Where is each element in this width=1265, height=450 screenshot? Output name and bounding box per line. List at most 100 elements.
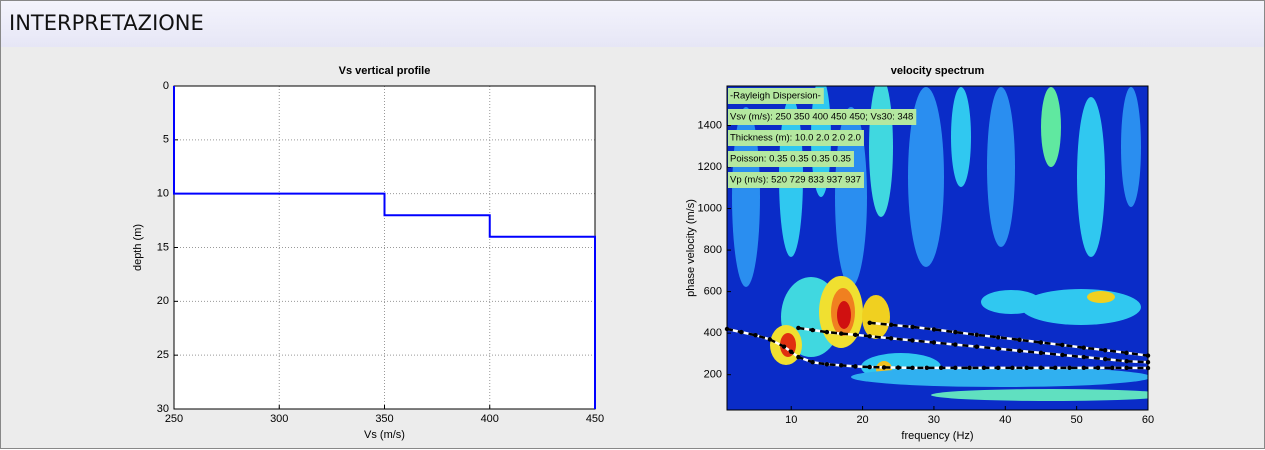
y-tick-label: 200 [704,369,722,381]
annotation-bg [728,88,824,104]
x-axis-label: Vs (m/s) [364,429,405,441]
y-tick-label: 1400 [698,119,722,131]
picked-point [1067,365,1072,371]
y-tick-label: 600 [704,286,722,298]
picked-point [1024,365,1029,371]
picked-point [810,360,815,365]
picked-point [953,329,958,335]
picked-point [931,340,937,345]
picked-point [1053,365,1058,371]
picked-point [938,365,944,371]
x-tick-label: 350 [375,413,393,425]
y-tick-label: 1000 [698,202,722,214]
picked-point [1110,365,1115,371]
picked-point [1102,347,1108,353]
picked-point [767,337,773,342]
picked-point [1124,365,1129,371]
plot-frame [726,85,1149,411]
picked-point [896,365,901,370]
picked-point [1060,342,1065,348]
annotation-bg [728,130,864,146]
picked-point [1145,353,1151,358]
picked-point [853,332,858,338]
picked-point [981,365,987,371]
y-tick-label: 1200 [698,161,722,173]
picked-point [924,365,929,371]
x-tick-label: 50 [1071,414,1083,426]
picked-point [1010,365,1015,371]
profile-line [173,86,596,409]
picked-point [910,365,915,371]
picked-point [1038,340,1044,345]
model-curve [869,321,1149,357]
annotation-text: Poisson: 0.35 0.35 0.35 0.35 [730,154,851,165]
annotation-text: Vsv (m/s): 250 350 400 450 450; Vs30: 34… [730,112,913,123]
picked-point [1017,337,1022,342]
annotation-box: Vsv (m/s): 250 350 400 450 450; Vs30: 34… [728,109,917,125]
annotation-box: Thickness (m): 10.0 2.0 2.0 2.0 [728,130,864,146]
picked-point [910,324,915,330]
picked-point [1145,360,1151,365]
heat-blob [1087,291,1115,303]
y-tick-label: 800 [704,244,722,256]
picked-point [995,346,1001,351]
x-tick-label: 400 [481,413,499,425]
heat-blob [862,295,890,339]
heat-blob [851,367,1148,387]
picked-point [838,331,844,336]
y-axis-label: phase velocity (m/s) [685,199,697,297]
panel: Vs vertical profile Vs (m/s) depth (m) 250 3… [0,47,1265,449]
x-tick-label: 30 [928,414,940,426]
heat-blob [951,87,971,187]
picked-point [1081,345,1086,350]
picked-point [867,334,872,339]
heat-blob [1021,289,1141,325]
picked-point [1124,358,1129,364]
heat-blob [1077,97,1105,257]
picked-point [995,365,1001,371]
picked-point [1124,350,1129,356]
y-tick-label: 25 [157,349,169,361]
x-axis-label: frequency (Hz) [901,430,973,442]
annotation-text: Thickness (m): 10.0 2.0 2.0 2.0 [730,133,861,144]
heat-blob [987,87,1015,247]
picked-point [974,332,979,338]
picked-point [953,365,958,371]
picked-point [853,364,858,369]
picked-point [953,342,958,347]
y-axis-label: depth (m) [132,224,144,271]
section-header: INTERPRETAZIONE [0,0,1265,48]
picked-point [1038,365,1044,371]
picked-point [967,365,972,371]
picked-point [931,327,937,332]
picked-point [888,336,894,341]
x-tick-label: 450 [586,413,604,425]
chart-title: velocity spectrum [891,65,985,77]
picked-point [824,329,830,335]
picked-point [974,344,979,349]
annotation-bg [728,151,854,167]
picked-point [753,333,758,338]
x-tick-label: 10 [785,414,797,426]
x-tick-label: 300 [270,413,288,425]
x-tick-label: 40 [999,414,1011,426]
picked-point [1102,356,1108,362]
picked-point [1081,354,1086,360]
picked-point [881,365,887,370]
picked-point [888,322,894,328]
x-tick-label: 60 [1142,414,1154,426]
picked-point [1081,365,1086,371]
y-tick-label: 10 [157,188,169,200]
picked-point [810,327,815,333]
picked-point [1038,350,1044,356]
heat-blob [869,86,893,217]
picked-point [796,325,801,331]
section-title: INTERPRETAZIONE [9,11,204,35]
x-tick-label: 20 [856,414,868,426]
y-tick-label: 30 [157,403,169,415]
annotation-box: Poisson: 0.35 0.35 0.35 0.35 [728,151,854,167]
y-tick-label: 400 [704,327,722,339]
chart-title: Vs vertical profile [339,65,431,77]
